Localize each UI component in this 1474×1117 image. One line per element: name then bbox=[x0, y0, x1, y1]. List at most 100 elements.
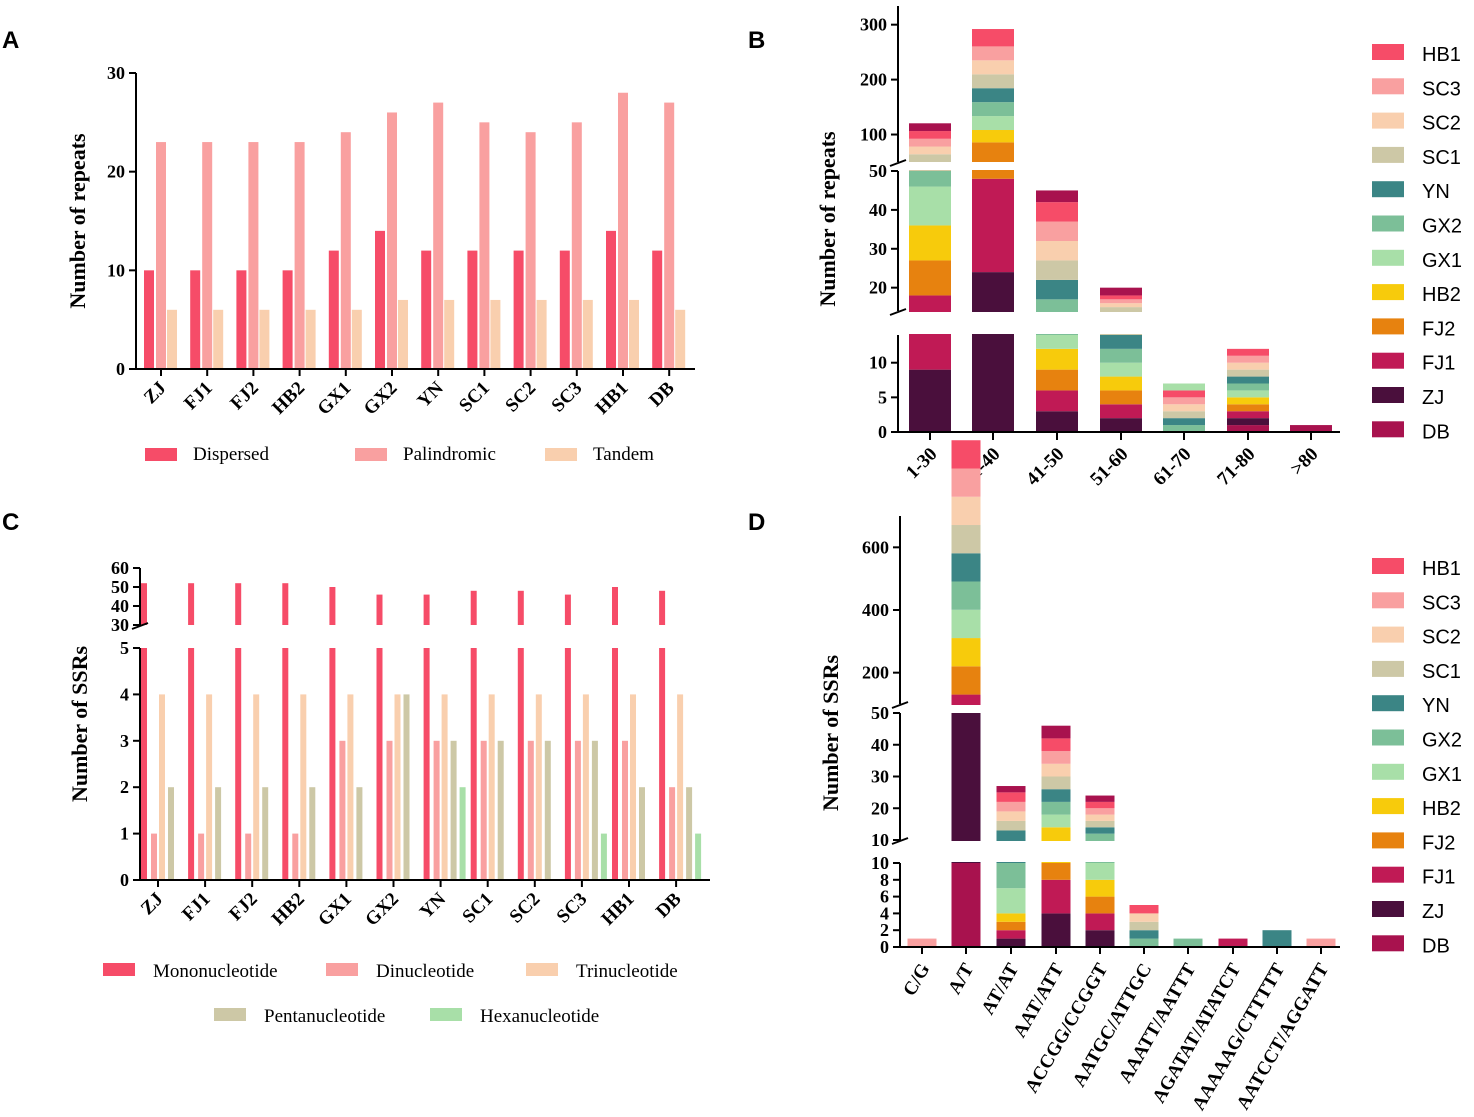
legend-swatch-zj bbox=[1372, 387, 1404, 403]
legend-swatch-sc2 bbox=[1372, 626, 1404, 643]
x-tick-label: C/G bbox=[899, 960, 934, 1000]
x-tick-label: HB2 bbox=[268, 378, 309, 419]
bar-mononucleotide-lower bbox=[188, 648, 195, 880]
legend-label-zj: ZJ bbox=[1422, 901, 1444, 923]
bar-mononucleotide bbox=[659, 590, 666, 625]
bar-dispersed bbox=[513, 250, 524, 369]
bar-mononucleotide-lower bbox=[282, 648, 289, 880]
bar-segment-gx1 bbox=[1163, 383, 1205, 391]
bar-segment-gx2 bbox=[1227, 383, 1269, 391]
legend-label-gx1: GX1 bbox=[1422, 250, 1462, 272]
legend-swatch-trinucleotide bbox=[526, 963, 558, 976]
bar-hexanucleotide bbox=[459, 787, 466, 880]
x-tick-label: FJ2 bbox=[226, 378, 262, 414]
bar-dinucleotide bbox=[245, 833, 252, 880]
bar-segment-sc2 bbox=[909, 146, 951, 155]
bar-segment-fj1 bbox=[1041, 879, 1071, 914]
bar-trinucleotide bbox=[159, 694, 165, 880]
legend-label-palindromic: Palindromic bbox=[403, 444, 496, 465]
bar-segment-gx1 bbox=[996, 888, 1026, 914]
y-tick-label: 5 bbox=[120, 638, 129, 658]
bar-trinucleotide bbox=[441, 694, 448, 880]
legend-label-hb1: HB1 bbox=[1422, 44, 1461, 66]
x-tick-label: FJ1 bbox=[180, 378, 216, 414]
panel-label-a: A bbox=[2, 27, 19, 54]
x-tick-label: YN bbox=[416, 888, 450, 922]
y-tick-label: 40 bbox=[869, 200, 887, 220]
y-tick-label: 10 bbox=[871, 830, 889, 850]
bar-segment-gx2 bbox=[972, 102, 1014, 117]
legend-swatch-sc3 bbox=[1372, 78, 1404, 95]
bar-segment-sc2 bbox=[1129, 913, 1159, 922]
y-tick-label: 0 bbox=[120, 870, 129, 890]
bar-palindromic bbox=[202, 142, 213, 369]
legend-swatch-mononucleotide bbox=[103, 963, 135, 976]
x-tick-label: HB1 bbox=[592, 378, 633, 419]
bar-pentanucleotide bbox=[168, 787, 174, 880]
bar-hexanucleotide bbox=[695, 833, 702, 880]
bar-mononucleotide bbox=[517, 590, 524, 625]
axis-break-gap bbox=[880, 705, 1340, 713]
bar-segment-sc3 bbox=[972, 46, 1014, 61]
legend-swatch-sc1 bbox=[1372, 660, 1404, 677]
bar-mononucleotide bbox=[235, 583, 242, 625]
bar-segment-hb1 bbox=[1227, 348, 1269, 356]
bar-segment-sc3 bbox=[1306, 938, 1336, 947]
legend-swatch-fj2 bbox=[1372, 318, 1404, 335]
y-tick-label: 0 bbox=[116, 359, 125, 379]
bar-segment-zj bbox=[972, 272, 1014, 432]
y-tick-label: 2 bbox=[120, 777, 129, 797]
bar-segment-zj bbox=[1085, 930, 1115, 947]
legend-swatch-sc3 bbox=[1372, 592, 1404, 609]
bar-segment-gx2 bbox=[1163, 425, 1205, 432]
bar-dispersed bbox=[375, 230, 385, 369]
legend-swatch-db bbox=[1372, 935, 1404, 952]
bar-segment-sc2 bbox=[1036, 241, 1078, 261]
bar-mononucleotide-lower bbox=[659, 648, 666, 880]
bar-segment-sc1 bbox=[1129, 921, 1159, 931]
x-tick-label: GX2 bbox=[360, 378, 402, 420]
bar-segment-gx1 bbox=[1085, 863, 1115, 880]
bar-dinucleotide bbox=[386, 740, 393, 880]
legend-swatch-fj1 bbox=[1372, 866, 1404, 883]
legend-label-sc1: SC1 bbox=[1422, 661, 1461, 683]
bar-segment-hb2 bbox=[1227, 397, 1269, 405]
y-tick-label: 600 bbox=[862, 537, 889, 557]
legend-label-fj1: FJ1 bbox=[1422, 353, 1455, 375]
bar-segment-yn bbox=[1163, 418, 1205, 426]
legend-label-gx1: GX1 bbox=[1422, 764, 1462, 786]
bar-dispersed bbox=[144, 270, 154, 369]
bar-segment-fj1 bbox=[996, 930, 1026, 939]
bar-segment-sc2 bbox=[951, 496, 981, 526]
bar-dispersed bbox=[559, 250, 570, 369]
bar-segment-yn bbox=[972, 88, 1014, 103]
bar-dinucleotide bbox=[480, 740, 487, 880]
bar-palindromic bbox=[156, 142, 166, 369]
x-tick-label: HB1 bbox=[598, 889, 639, 930]
legend-swatch-fj2 bbox=[1372, 832, 1404, 849]
x-tick-label: SC2 bbox=[501, 378, 540, 417]
bar-segment-zj bbox=[1227, 418, 1269, 426]
y-axis-title: Number of repeats bbox=[815, 131, 840, 307]
bar-pentanucleotide bbox=[591, 740, 598, 880]
bar-segment-gx1 bbox=[972, 116, 1014, 131]
bar-segment-fj2 bbox=[1041, 863, 1071, 880]
x-tick-label: ZJ bbox=[140, 378, 171, 409]
bar-segment-sc3 bbox=[909, 138, 951, 147]
chart-d-ssr-motifs: C/G A/T AT/ATAAT/ATTACCGG/CCGGTAATGC/ATTGC… bbox=[818, 440, 1462, 1114]
bar-segment-sc3 bbox=[951, 468, 981, 497]
legend-swatch-gx1 bbox=[1372, 249, 1404, 266]
x-tick-label: DB bbox=[652, 888, 686, 922]
y-tick-label: 40 bbox=[111, 596, 129, 616]
bar-segment-sc3 bbox=[1227, 355, 1269, 363]
bar-segment-db bbox=[1085, 795, 1115, 802]
bar-segment-fj1 bbox=[972, 178, 1014, 273]
bar-segment-fj2 bbox=[996, 921, 1026, 931]
bar-segment-db bbox=[909, 123, 951, 132]
bar-segment-yn bbox=[1129, 930, 1159, 939]
bar-segment-gx2 bbox=[951, 581, 981, 610]
bar-segment-hb1 bbox=[1163, 390, 1205, 398]
x-tick-label: AT/AT bbox=[978, 960, 1024, 1019]
x-tick-label: A/T bbox=[944, 960, 978, 998]
bar-pentanucleotide bbox=[309, 787, 316, 880]
